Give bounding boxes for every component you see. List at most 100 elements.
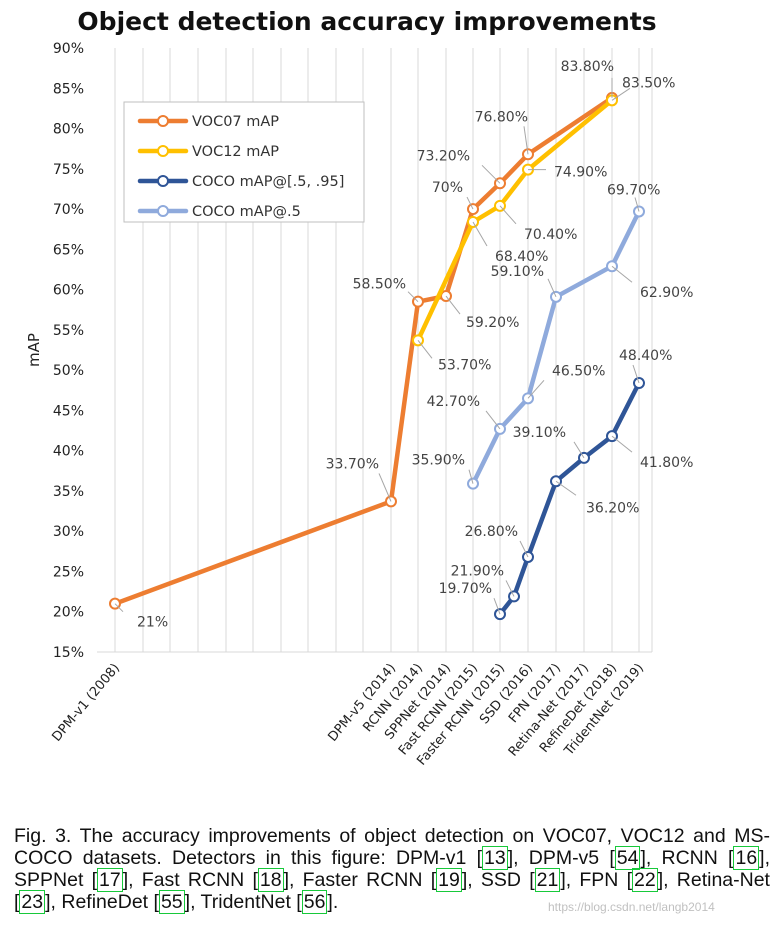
- legend-label: COCO mAP@.5: [192, 204, 301, 220]
- caption-text: , RefineDet: [50, 891, 149, 913]
- data-label: 73.20%: [417, 148, 470, 164]
- data-label: 59.20%: [466, 315, 519, 331]
- caption-text: , FPN: [565, 869, 619, 891]
- label-leader-line: [519, 540, 529, 558]
- legend-swatch-marker: [157, 175, 169, 187]
- y-tick-label: 45%: [53, 403, 84, 419]
- label-leader-line: [114, 603, 124, 613]
- data-label: 83.80%: [561, 59, 614, 75]
- y-tick-label: 15%: [53, 645, 84, 661]
- label-leader-line: [407, 291, 419, 303]
- figure-caption: Fig. 3. The accuracy improvements of obj…: [14, 825, 771, 914]
- data-label: 76.80%: [475, 109, 528, 125]
- y-tick-label: 70%: [53, 202, 84, 218]
- label-leader-line: [378, 473, 392, 502]
- caption-text: .: [332, 891, 339, 913]
- legend-label: VOC07 mAP: [192, 114, 279, 130]
- data-label: 19.70%: [439, 581, 492, 597]
- data-labels: 21% 33.70% 58.50% 59.20% 70% 73.20% 76.80% 83.8…: [114, 59, 693, 631]
- y-tick-label: 20%: [53, 605, 84, 621]
- data-label: 70%: [432, 180, 463, 196]
- legend-swatch-marker: [157, 205, 169, 217]
- label-leader-line: [472, 221, 488, 247]
- label-leader-line: [634, 197, 640, 212]
- y-tick-label: 65%: [53, 242, 84, 258]
- ref-dpm-v1[interactable]: [13]: [476, 846, 514, 870]
- y-tick-label: 75%: [53, 162, 84, 178]
- caption-text: , DPM-v5: [513, 847, 600, 869]
- data-label: 62.90%: [640, 285, 693, 301]
- ref-refinedet[interactable]: [55]: [153, 890, 191, 914]
- x-axis: DPM-v1 (2008) DPM-v5 (2014)RCNN (2014)SPP…: [49, 661, 647, 769]
- ref-dpm-v5[interactable]: [54]: [609, 846, 646, 870]
- caption-text: , Retina-Net: [663, 869, 770, 891]
- series-line-2: [497, 380, 642, 617]
- label-leader-line: [485, 410, 501, 430]
- data-label: 33.70%: [326, 456, 379, 472]
- data-label: 21%: [137, 615, 168, 631]
- data-label: 46.50%: [552, 363, 605, 379]
- label-leader-line: [466, 196, 474, 210]
- label-leader-line: [527, 379, 545, 399]
- caption-text: The accuracy improvements of object dete…: [14, 825, 771, 869]
- data-label: 83.50%: [622, 75, 675, 91]
- label-leader-line: [555, 480, 577, 496]
- data-label: 21.90%: [451, 563, 504, 579]
- data-label: 53.70%: [438, 357, 491, 373]
- watermark: https://blog.csdn.net/langb2014: [548, 900, 715, 914]
- series-line-3: [470, 209, 642, 486]
- label-leader-line: [632, 364, 640, 384]
- data-label: 48.40%: [619, 348, 672, 364]
- data-label: 36.20%: [586, 500, 639, 516]
- label-leader-line: [611, 265, 633, 283]
- y-tick-label: 90%: [53, 41, 84, 57]
- legend-swatch-marker: [157, 145, 169, 157]
- label-leader-line: [417, 340, 433, 359]
- ref-retinanet[interactable]: [23]: [14, 890, 51, 914]
- caption-text: , RCNN: [645, 847, 718, 869]
- ref-fpn[interactable]: [22]: [626, 868, 664, 892]
- ref-faster-rcnn[interactable]: [19]: [430, 868, 468, 892]
- y-tick-label: 30%: [53, 524, 84, 540]
- ref-rcnn[interactable]: [16]: [728, 846, 765, 870]
- ref-tridentnet[interactable]: [56]: [296, 890, 333, 914]
- legend-label: VOC12 mAP: [192, 144, 279, 160]
- label-leader-line: [493, 597, 501, 615]
- legend-label: COCO mAP@[.5, .95]: [192, 174, 344, 190]
- y-tick-label: 55%: [53, 323, 84, 339]
- y-tick-label: 85%: [53, 81, 84, 97]
- y-tick-label: 35%: [53, 484, 84, 500]
- ref-sppnet[interactable]: [17]: [91, 868, 129, 892]
- caption-text: , Fast RCNN: [128, 869, 245, 891]
- label-leader-line: [573, 441, 585, 459]
- chart-title: Object detection accuracy improvements: [77, 7, 656, 36]
- y-tick-label: 50%: [53, 363, 84, 379]
- y-tick-label: 40%: [53, 444, 84, 460]
- label-leader-line: [611, 87, 631, 101]
- label-leader-line: [547, 278, 557, 298]
- ref-ssd[interactable]: [21]: [529, 868, 566, 892]
- label-leader-line: [523, 126, 529, 155]
- y-tick-label: 25%: [53, 564, 84, 580]
- data-label: 58.50%: [353, 277, 406, 293]
- data-label: 39.10%: [513, 425, 566, 441]
- label-leader-line: [505, 580, 515, 597]
- data-label: 41.80%: [640, 455, 693, 471]
- caption-fig-number: Fig. 3.: [14, 825, 72, 847]
- y-tick-label: 60%: [53, 283, 84, 299]
- y-axis: 15% 20% 25% 30% 35% 40% 45% 50% 55% 60% 65% 70% 75% 8…: [53, 41, 652, 661]
- label-leader-line: [611, 435, 633, 453]
- data-label: 42.70%: [427, 394, 480, 410]
- caption-text: , SSD: [467, 869, 521, 891]
- data-label: 70.40%: [524, 227, 577, 243]
- label-leader-line: [468, 469, 474, 484]
- caption-text: , Faster RCNN: [289, 869, 423, 891]
- y-axis-label: mAP: [25, 333, 43, 367]
- label-leader-line: [481, 164, 501, 184]
- data-label: 69.70%: [607, 182, 660, 198]
- data-label: 26.80%: [465, 524, 518, 540]
- series-line-1: [415, 98, 615, 343]
- ref-fast-rcnn[interactable]: [18]: [252, 868, 290, 892]
- legend-swatch-marker: [157, 115, 169, 127]
- x-tick-label: DPM-v1 (2008): [49, 661, 123, 745]
